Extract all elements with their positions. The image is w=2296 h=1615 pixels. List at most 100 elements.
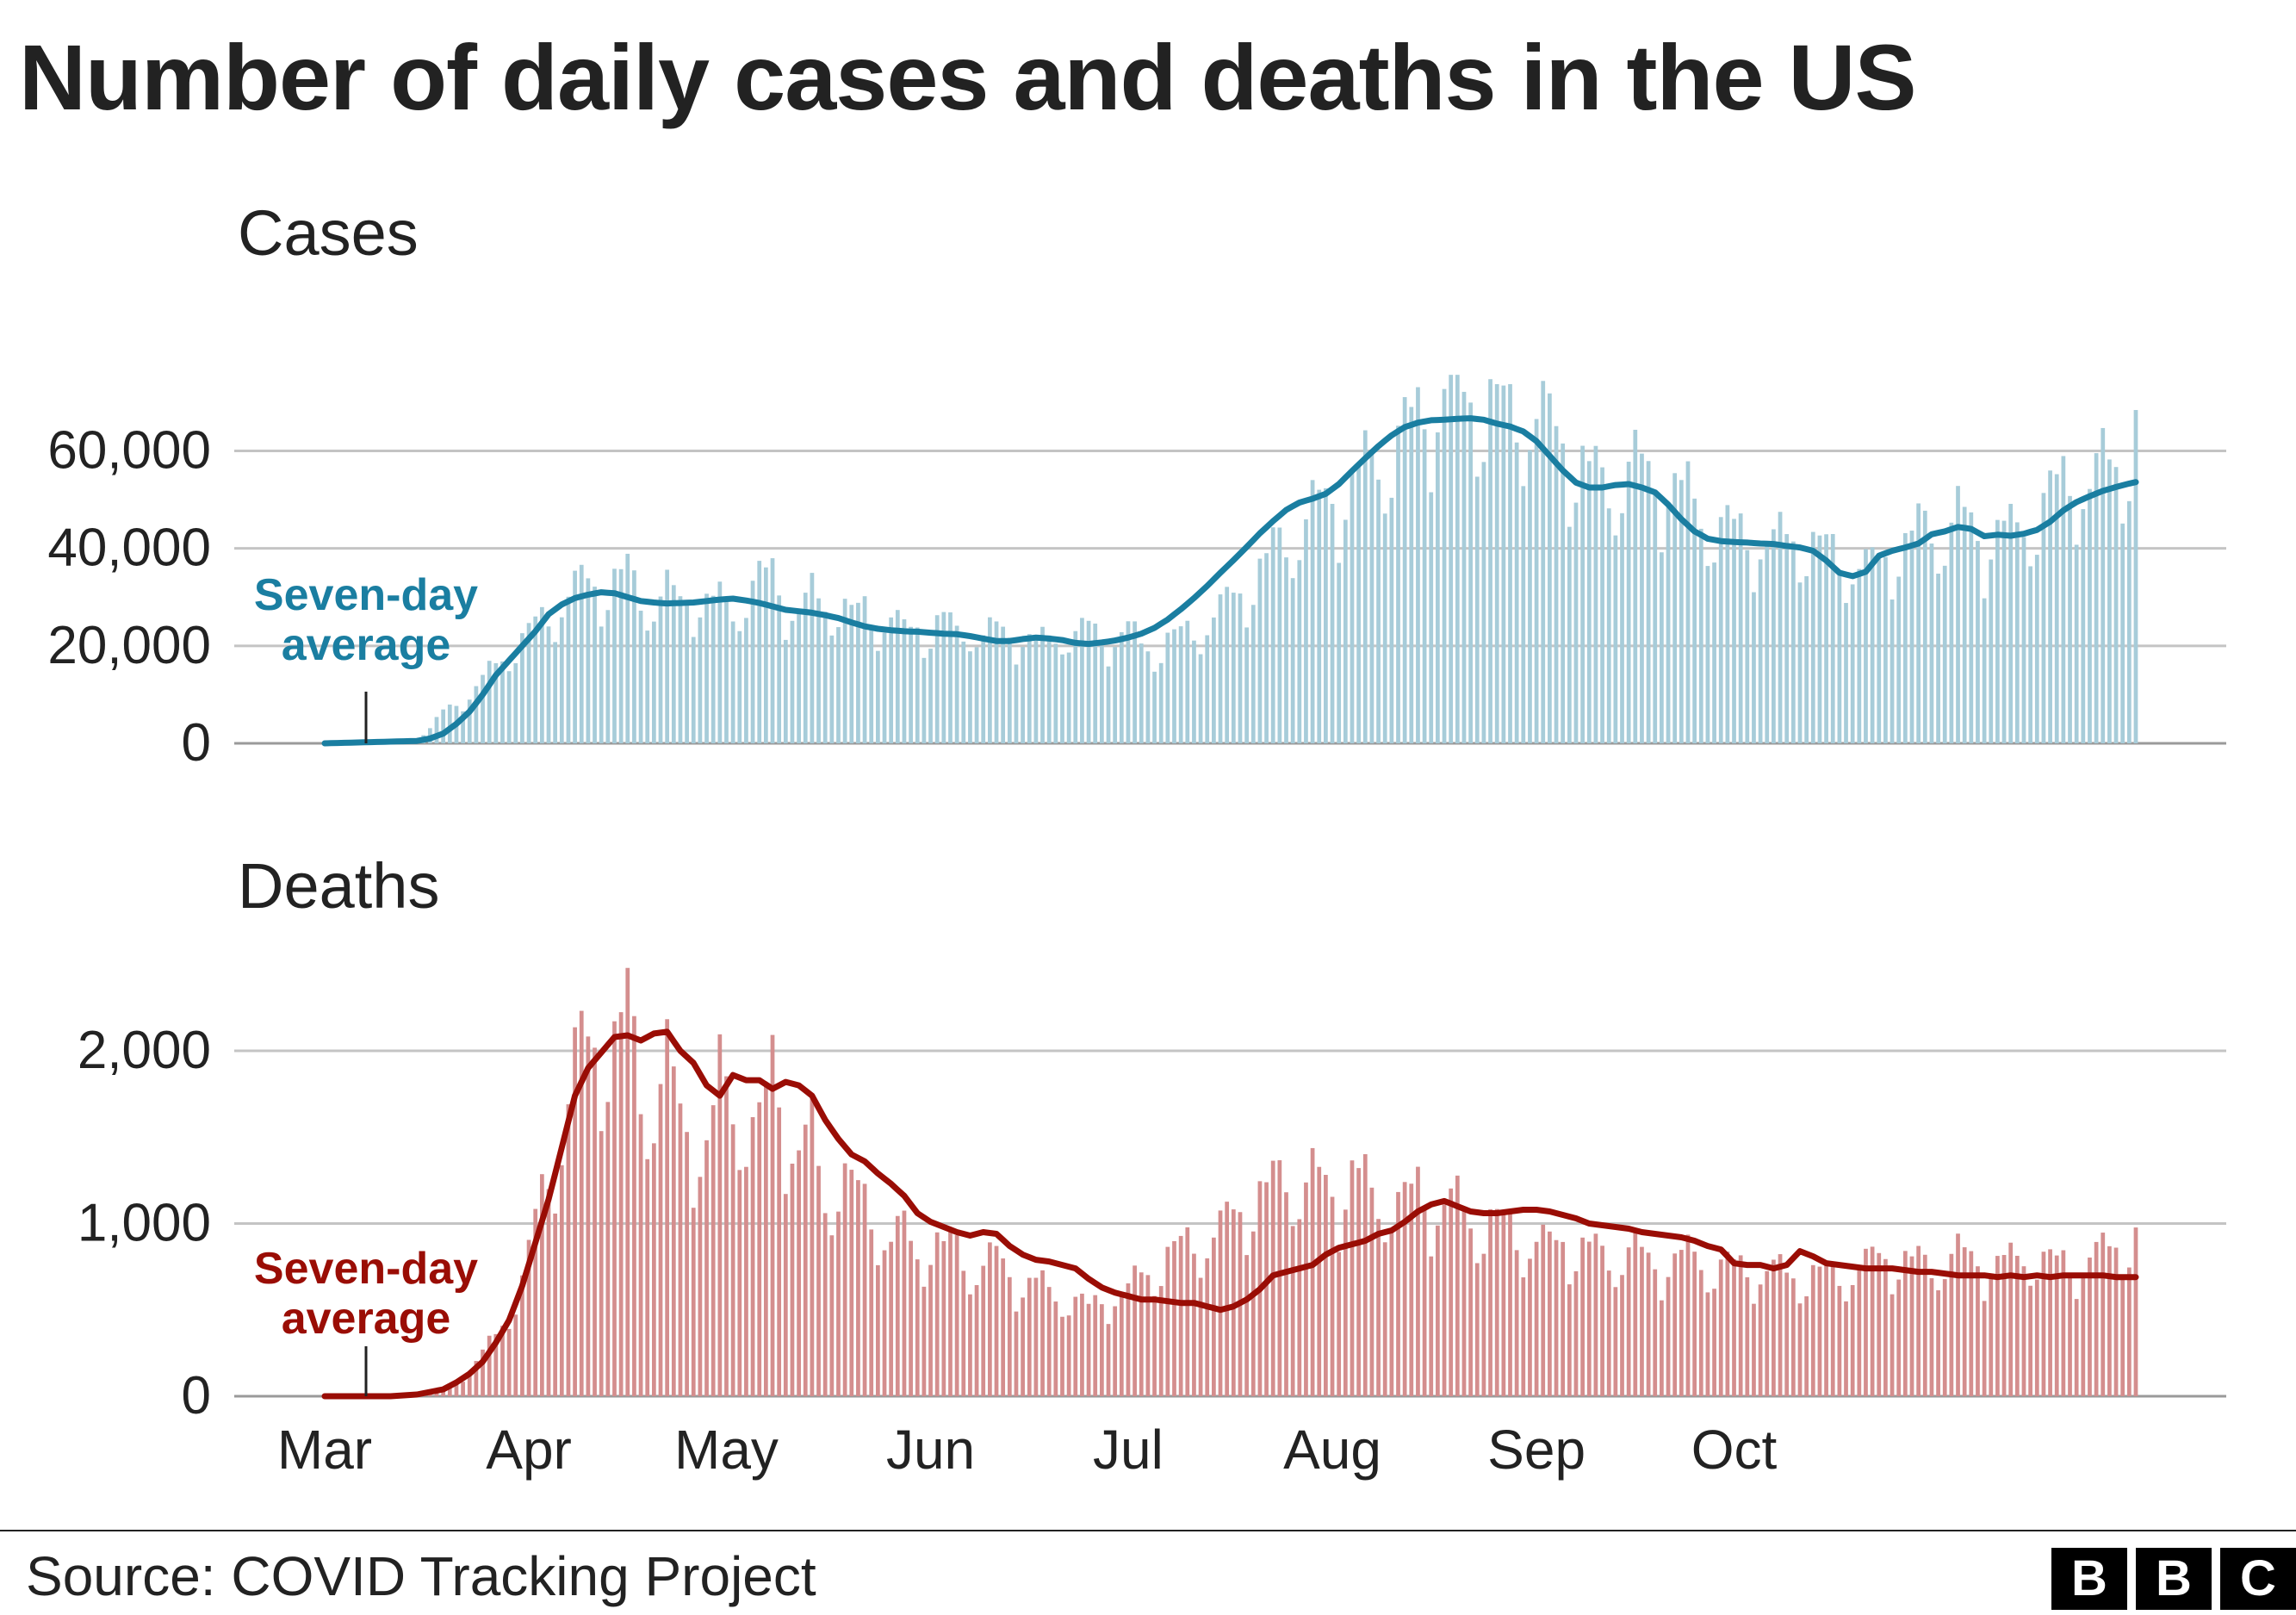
cases-panel-title: Cases <box>238 197 419 269</box>
deaths-daily-bar <box>1409 1183 1414 1396</box>
deaths-daily-bar <box>1165 1246 1170 1396</box>
deaths-daily-bar <box>816 1165 821 1396</box>
deaths-daily-bar <box>981 1265 986 1396</box>
cases-daily-bar <box>481 674 485 743</box>
deaths-daily-bar <box>704 1140 709 1396</box>
cases-daily-bar <box>1936 573 1940 743</box>
deaths-daily-bar <box>2133 1227 2138 1396</box>
deaths-daily-bar <box>1145 1275 1151 1396</box>
deaths-panel-title: Deaths <box>238 850 439 922</box>
cases-daily-bar <box>1389 497 1394 743</box>
deaths-daily-bar <box>1685 1234 1691 1396</box>
deaths-daily-bar <box>1297 1219 1302 1396</box>
deaths-daily-bar <box>1481 1253 1486 1396</box>
cases-daily-bar <box>922 657 927 743</box>
cases-daily-bar <box>810 573 815 743</box>
cases-daily-bar <box>671 585 676 743</box>
deaths-daily-bar <box>1936 1290 1940 1396</box>
deaths-daily-bar <box>1212 1237 1216 1396</box>
cases-daily-bar <box>1586 461 1592 743</box>
deaths-daily-bar <box>493 1333 499 1396</box>
cases-daily-bar <box>441 709 446 743</box>
deaths-daily-bar <box>447 1384 452 1396</box>
deaths-daily-bar <box>822 1213 828 1396</box>
deaths-daily-bar <box>1541 1224 1546 1396</box>
deaths-daily-bar <box>2021 1266 2026 1396</box>
cases-daily-bar <box>1620 512 1624 743</box>
deaths-daily-bar <box>1396 1191 1400 1396</box>
deaths-daily-bar <box>1046 1287 1052 1396</box>
cases-daily-bar <box>1317 489 1322 743</box>
deaths-daily-bar <box>559 1165 564 1396</box>
cases-daily-bar <box>856 602 860 743</box>
cases-y-tick-label: 0 <box>182 713 211 773</box>
deaths-daily-bar <box>1758 1284 1763 1396</box>
deaths-daily-bar <box>1198 1277 1203 1396</box>
deaths-daily-bar <box>842 1163 847 1396</box>
deaths-daily-bar <box>954 1235 959 1396</box>
deaths-daily-bar <box>1698 1270 1703 1396</box>
deaths-daily-bar <box>2107 1245 2112 1396</box>
deaths-daily-bar <box>1660 1300 1664 1396</box>
deaths-daily-bar <box>500 1326 505 1396</box>
deaths-daily-bar <box>948 1230 953 1396</box>
cases-daily-bar <box>1640 453 1644 743</box>
cases-daily-bar <box>2001 520 2007 743</box>
deaths-daily-bar <box>1784 1272 1790 1396</box>
deaths-daily-bar <box>1772 1259 1776 1396</box>
deaths-daily-bar <box>1567 1284 1572 1396</box>
cases-daily-bar <box>618 568 624 743</box>
cases-daily-bar <box>744 618 748 743</box>
cases-daily-bar <box>2074 544 2079 743</box>
x-tick-label: Jun <box>886 1419 975 1481</box>
cases-daily-bar <box>968 651 972 743</box>
cases-daily-bar <box>2133 410 2138 743</box>
cases-daily-bar <box>2034 555 2039 743</box>
cases-y-tick-label: 40,000 <box>47 519 211 578</box>
cases-daily-bar <box>1468 402 1473 743</box>
cases-daily-bar <box>500 661 505 743</box>
deaths-daily-bar <box>1864 1248 1868 1396</box>
cases-daily-bar <box>1080 618 1084 743</box>
deaths-daily-bar <box>566 1104 571 1396</box>
deaths-daily-bar <box>691 1208 696 1396</box>
cases-daily-bar <box>1790 541 1796 743</box>
deaths-daily-bar <box>803 1124 808 1396</box>
cases-daily-bar <box>1436 432 1440 743</box>
cases-daily-bar <box>691 637 696 743</box>
deaths-daily-bar <box>1633 1232 1638 1396</box>
deaths-daily-bar <box>783 1194 788 1396</box>
cases-daily-bar <box>1014 664 1019 743</box>
deaths-daily-bar <box>1436 1225 1440 1396</box>
cases-daily-bar <box>1046 635 1052 743</box>
deaths-daily-bar <box>1362 1154 1368 1396</box>
cases-daily-bar <box>506 671 512 743</box>
deaths-daily-bar <box>586 1036 591 1396</box>
cases-daily-bar <box>1732 519 1736 743</box>
deaths-daily-bar <box>1653 1269 1658 1396</box>
deaths-daily-bar <box>1514 1250 1519 1396</box>
deaths-daily-bar <box>1290 1226 1295 1396</box>
deaths-daily-bar <box>876 1264 880 1396</box>
deaths-daily-bar <box>1429 1256 1434 1396</box>
deaths-daily-bar <box>618 1012 624 1396</box>
deaths-daily-bar <box>974 1284 979 1396</box>
cases-daily-bar <box>829 635 835 743</box>
deaths-daily-bar <box>1982 1301 1987 1396</box>
deaths-daily-bar <box>994 1245 999 1396</box>
deaths-daily-bar <box>520 1275 524 1396</box>
cases-daily-bar <box>1007 637 1012 743</box>
deaths-daily-bar <box>1620 1275 1624 1396</box>
cases-daily-bar <box>2107 459 2112 743</box>
cases-daily-bar <box>1817 535 1822 743</box>
cases-daily-bar <box>1956 486 1960 743</box>
deaths-daily-bar <box>1797 1303 1803 1396</box>
deaths-daily-bar <box>632 1016 636 1396</box>
deaths-daily-bar <box>526 1239 531 1396</box>
deaths-daily-bar <box>1468 1228 1473 1396</box>
cases-daily-bar <box>573 570 577 743</box>
cases-daily-bar <box>1705 566 1710 743</box>
deaths-daily-bar <box>1962 1247 1967 1396</box>
cases-daily-bar <box>1324 488 1328 743</box>
cases-daily-bar <box>1257 558 1263 743</box>
